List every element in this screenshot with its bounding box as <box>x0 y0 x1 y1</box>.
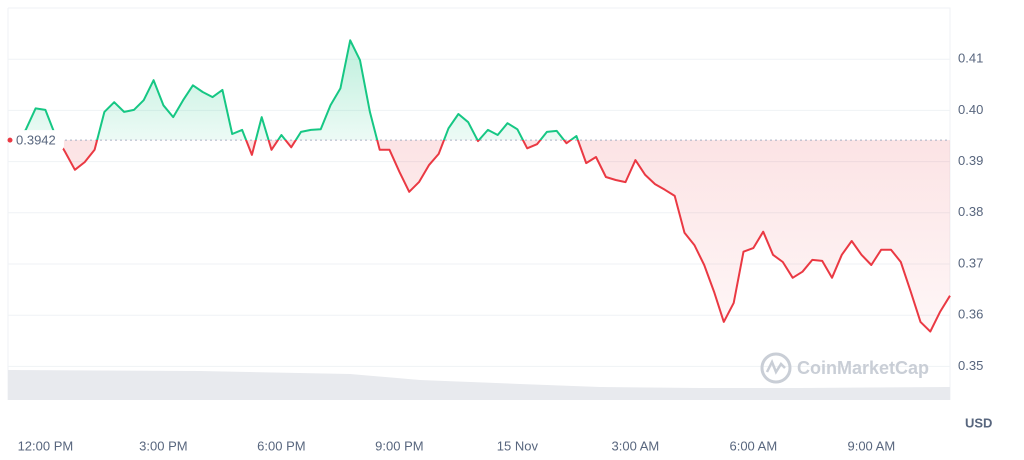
y-axis-label: USD <box>965 415 992 430</box>
y-tick-label: 0.38 <box>958 204 983 219</box>
baseline-label: 0.3942 <box>16 133 56 148</box>
x-tick-label: 12:00 PM <box>18 438 74 453</box>
y-tick-label: 0.39 <box>958 153 983 168</box>
x-tick-label: 3:00 PM <box>139 438 187 453</box>
watermark: CoinMarketCap <box>760 352 929 384</box>
x-tick-label: 6:00 AM <box>729 438 777 453</box>
x-tick-label: 6:00 PM <box>257 438 305 453</box>
volume-area <box>8 370 950 400</box>
price-line <box>15 39 951 333</box>
y-tick-label: 0.37 <box>958 255 983 270</box>
x-tick-label: 9:00 AM <box>847 438 895 453</box>
price-area <box>15 40 950 332</box>
y-tick-label: 0.40 <box>958 102 983 117</box>
x-tick-label: 3:00 AM <box>612 438 660 453</box>
x-tick-label: 9:00 PM <box>375 438 423 453</box>
y-tick-label: 0.36 <box>958 307 983 322</box>
watermark-text: CoinMarketCap <box>797 358 929 378</box>
x-tick-label: 15 Nov <box>497 438 539 453</box>
baseline-dot <box>7 137 13 143</box>
y-tick-label: 0.35 <box>958 358 983 373</box>
baseline-label-bg <box>12 130 64 151</box>
y-tick-label: 0.41 <box>958 51 983 66</box>
